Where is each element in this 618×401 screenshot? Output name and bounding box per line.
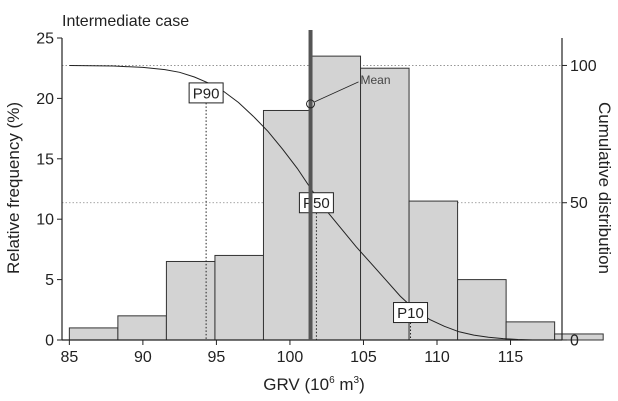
x-tick-label: 115	[498, 349, 524, 366]
histogram-bar	[360, 67, 410, 341]
histogram-bar	[68, 327, 119, 341]
histogram-bar	[214, 254, 264, 341]
histogram-bar	[117, 315, 167, 341]
y-axis-ticks: 0 5 10 15 20 25	[36, 31, 62, 350]
percentile-box	[393, 302, 429, 324]
x-axis-title: GRV (106 m3)	[263, 375, 365, 394]
percentile-label: P10	[397, 305, 424, 322]
percentile-box	[298, 192, 334, 214]
mean-label: Mean	[361, 73, 391, 87]
y-axis-title: Relative frequency (%)	[4, 102, 23, 274]
x-tick-label: 95	[208, 349, 226, 366]
histogram-bar	[262, 109, 313, 341]
histogram-bar	[505, 321, 556, 341]
x-tick-label: 85	[60, 349, 78, 366]
x-tick-label: 100	[277, 349, 304, 366]
histogram-bar	[457, 279, 507, 341]
x-tick-label: 110	[424, 349, 450, 366]
y-tick-label: 15	[36, 151, 54, 168]
percentile-label: P50	[303, 195, 330, 212]
y2-axis-ticks: 0 50 100	[562, 58, 597, 350]
x-axis-ticks: 85 90 95 100 105 110 115	[60, 340, 523, 366]
chart-title: Intermediate case	[62, 13, 189, 30]
percentile-label: P90	[193, 85, 220, 102]
mean-marker	[306, 99, 316, 109]
histogram-bar	[554, 333, 604, 341]
y-tick-label: 25	[36, 31, 54, 48]
y2-tick-label: 50	[570, 195, 588, 212]
percentile-markers: P90 P50 P10	[188, 82, 429, 340]
histogram-bar	[165, 260, 216, 341]
y-tick-label: 5	[45, 272, 54, 289]
y2-tick-label: 0	[570, 333, 579, 350]
y2-axis-title: Cumulative distribution	[595, 102, 614, 274]
y-tick-label: 0	[45, 333, 54, 350]
y2-tick-label: 100	[570, 58, 597, 75]
percentile-box	[188, 82, 224, 104]
x-tick-label: 90	[134, 349, 152, 366]
mean-marker-group: Mean	[306, 30, 391, 340]
y-tick-label: 10	[36, 212, 54, 229]
x-tick-label: 105	[350, 349, 377, 366]
mean-leader	[314, 81, 359, 103]
y-tick-label: 20	[36, 91, 54, 108]
histogram-bars	[68, 55, 604, 341]
